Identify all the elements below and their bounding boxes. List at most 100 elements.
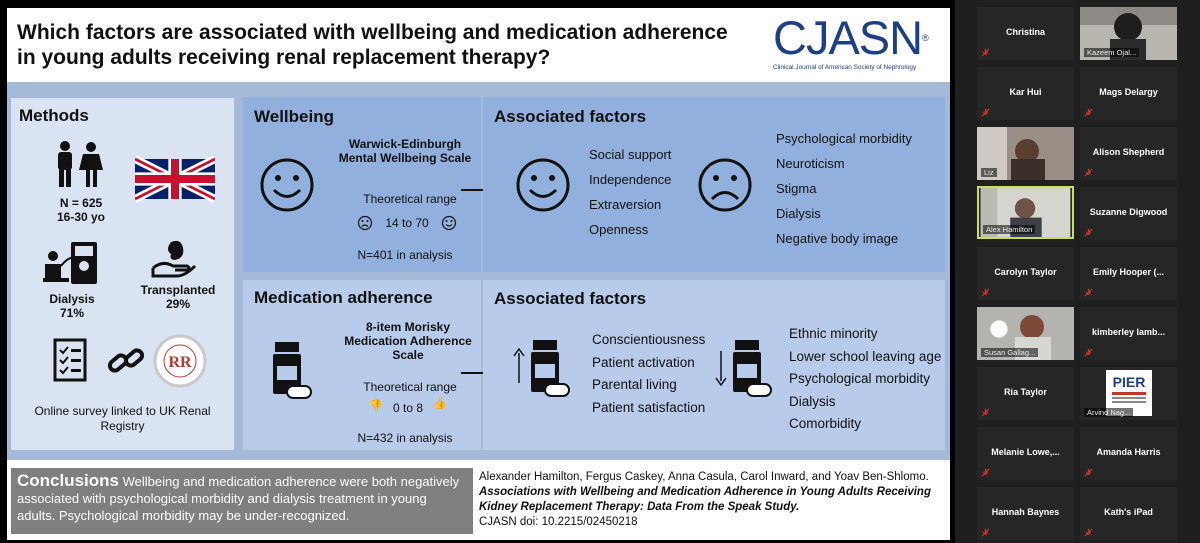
people-icon (58, 141, 103, 187)
factor-item: Parental living (592, 377, 677, 392)
muted-mic-icon (981, 528, 990, 537)
methods-title: Methods (19, 106, 89, 125)
factor-item: Lower school leaving age (789, 348, 942, 364)
logo-name: CJASN (773, 11, 923, 64)
logo-subtitle: Clinical Journal of American Society of … (773, 64, 917, 71)
muted-mic-icon (981, 408, 990, 417)
medicine-bottle-icon (733, 340, 772, 397)
muted-mic-icon (981, 468, 990, 477)
factor-item: Neuroticism (776, 156, 845, 171)
participant-tile[interactable]: kimberley lamb... (1080, 307, 1177, 360)
wellbeing-n-analysis: N=401 in analysis (357, 248, 453, 262)
factor-item: Extraversion (589, 197, 662, 212)
factor-item: Dialysis (776, 206, 821, 221)
svg-text:RR: RR (168, 354, 192, 371)
shared-screen: Which factors are associated with wellbe… (0, 0, 955, 543)
wellbeing-positive-factors: Social support Independence Extraversion… (589, 142, 671, 242)
citation: Alexander Hamilton, Fergus Caskey, Anna … (479, 470, 941, 530)
sample-size: N = 625 (59, 196, 103, 210)
participant-tile[interactable]: Suzanne Digwood (1080, 187, 1177, 240)
participant-name: Kar Hui (1009, 87, 1042, 97)
participant-name: Alison Shepherd (1092, 147, 1165, 157)
transplanted-label: Transplanted (140, 283, 216, 297)
participant-gallery: Christina Kazeem Ojal... Kar Hui Mags De… (955, 0, 1200, 543)
conclusions-text: Wellbeing and medication adherence were … (17, 474, 460, 523)
wellbeing-factors-panel: Associated factors Social support Indepe… (483, 97, 945, 272)
medication-panel: Medication adherence 8-item Morisky Medi… (243, 280, 481, 450)
muted-mic-icon (1084, 528, 1093, 537)
muted-mic-icon (981, 48, 990, 57)
uk-flag-icon (135, 155, 215, 203)
participant-tile[interactable]: Alison Shepherd (1080, 127, 1177, 180)
wellbeing-negative-factors: Psychological morbidity Neuroticism Stig… (776, 126, 912, 251)
participant-label: Alex Hamilton (983, 225, 1036, 234)
factor-item: Comorbidity (789, 416, 862, 431)
participant-tile[interactable]: Ria Taylor (977, 367, 1074, 420)
muted-mic-icon (1084, 228, 1093, 237)
factor-item: Social support (589, 147, 672, 162)
smiley-face-icon (260, 158, 314, 212)
slide-header: Which factors are associated with wellbe… (7, 8, 950, 78)
participant-tile[interactable]: Susan Gallag... (977, 307, 1074, 360)
participant-name: Mags Delargy (1099, 87, 1158, 97)
participant-tile[interactable]: Amanda Harris (1080, 427, 1177, 480)
survey-description: Online survey linked to UK Renal Registr… (34, 404, 211, 433)
transplanted-percent: 29% (165, 297, 191, 311)
medication-n-analysis: N=432 in analysis (357, 431, 453, 445)
participant-tile[interactable]: Melanie Lowe,... (977, 427, 1074, 480)
participant-label: Liz (981, 168, 997, 177)
factor-item: Psychological morbidity (789, 371, 931, 386)
factor-item: Patient satisfaction (592, 399, 706, 415)
arrow-down-icon (715, 351, 727, 386)
participant-tile[interactable]: Christina (977, 7, 1074, 60)
participant-label: Kazeem Ojal... (1084, 48, 1140, 57)
medicine-bottle-icon (273, 342, 312, 399)
participant-tile[interactable]: Carolyn Taylor (977, 247, 1074, 300)
sad-face-small-icon (357, 215, 373, 231)
participant-tile[interactable]: Hannah Baynes (977, 487, 1074, 540)
participant-name: Carolyn Taylor (994, 267, 1057, 277)
medication-scale: 8-item Morisky Medication Adherence Scal… (344, 320, 472, 362)
citation-title: Associations with Wellbeing and Medicati… (479, 486, 931, 513)
factor-item: Openness (589, 222, 649, 237)
participant-name: Hannah Baynes (991, 507, 1060, 517)
medicine-bottle-icon (531, 340, 570, 397)
renal-registry-logo: RR (153, 334, 207, 388)
dialysis-percent: 71% (59, 306, 85, 320)
muted-mic-icon (1084, 168, 1093, 177)
participant-label: Arvind Nag... (1084, 408, 1134, 417)
participant-tile[interactable]: Kath's iPad (1080, 487, 1177, 540)
participant-name: Melanie Lowe,... (991, 447, 1060, 457)
muted-mic-icon (981, 288, 990, 297)
participant-tile[interactable]: Kazeem Ojal... (1080, 7, 1177, 60)
medication-range-value: 0 to 8 (392, 401, 424, 415)
citation-doi: CJASN doi: 10.2215/02450218 (479, 516, 638, 528)
checklist-icon (53, 338, 87, 382)
muted-mic-icon (981, 108, 990, 117)
medication-factors-title: Associated factors (494, 289, 647, 308)
participant-tile[interactable]: Kar Hui (977, 67, 1074, 120)
participant-tile-active-speaker[interactable]: Alex Hamilton (977, 186, 1074, 239)
wellbeing-panel: Wellbeing Warwick-Edinburgh Mental Wellb… (243, 97, 481, 272)
thumbs-up-icon: 👍 (433, 398, 447, 410)
wellbeing-range-value: 14 to 70 (385, 216, 429, 230)
participant-tile[interactable]: PIER Arvind Nag... (1080, 367, 1177, 420)
participant-name: Emily Hooper (... (1092, 267, 1164, 277)
factor-item: Dialysis (789, 393, 836, 409)
citation-authors: Alexander Hamilton, Fergus Caskey, Anna … (479, 471, 929, 483)
thumbs-down-icon: 👎 (369, 400, 383, 412)
factor-item: Ethnic minority (789, 326, 878, 341)
participant-tile[interactable]: Mags Delargy (1080, 67, 1177, 120)
participant-name: Ria Taylor (1004, 387, 1047, 397)
muted-mic-icon (1084, 348, 1093, 357)
factor-item: Stigma (776, 181, 817, 196)
medication-positive-factors: Conscientiousness Patient activation Par… (592, 329, 705, 419)
arrow-up-icon (513, 348, 525, 383)
participant-name: Amanda Harris (1096, 447, 1161, 457)
participant-tile[interactable]: Emily Hooper (... (1080, 247, 1177, 300)
participant-tile[interactable]: Liz (977, 127, 1074, 180)
factor-item: Psychological morbidity (776, 131, 912, 146)
medication-title: Medication adherence (254, 288, 433, 307)
factor-item: Conscientiousness (592, 332, 706, 347)
participant-name: kimberley lamb... (1091, 327, 1166, 337)
